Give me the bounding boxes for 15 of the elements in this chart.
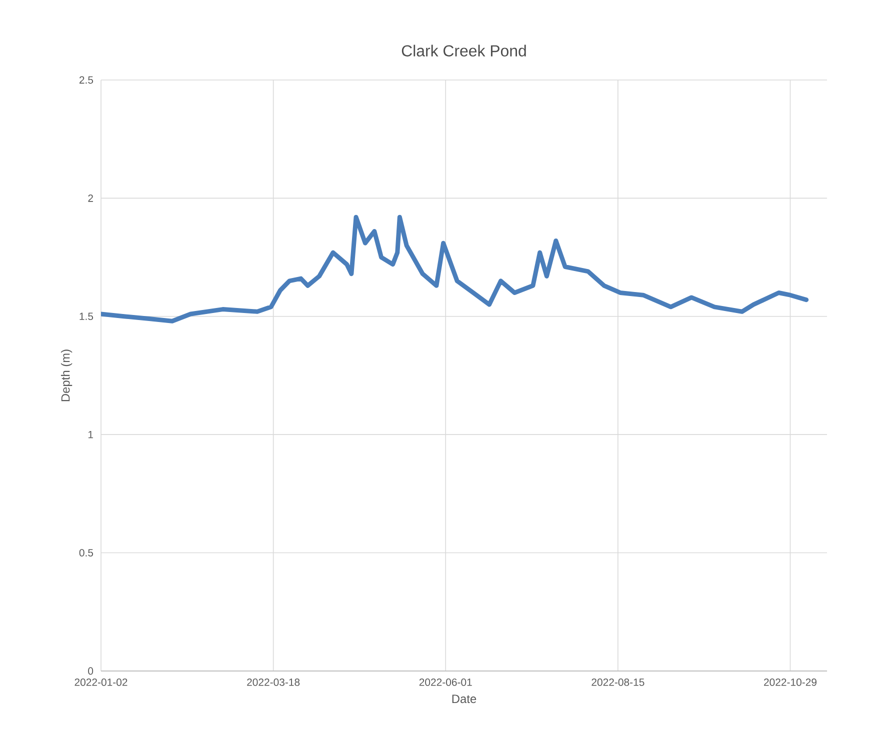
- y-axis-title: Depth (m): [60, 350, 72, 402]
- chart-title: Clark Creek Pond: [402, 44, 526, 56]
- x-tick-label: 2022-03-18: [247, 678, 300, 686]
- x-tick-label: 2022-06-01: [419, 678, 472, 686]
- y-tick-label: 0.5: [79, 549, 94, 556]
- y-tick-label: 2.5: [79, 76, 94, 84]
- x-tick-label: 2022-10-29: [764, 678, 816, 686]
- y-tick-label: 0: [88, 667, 94, 675]
- y-tick-label: 2: [88, 194, 93, 202]
- y-tick-label: 1: [88, 430, 93, 438]
- x-tick-label: 2022-01-02: [74, 678, 128, 686]
- y-tick-label: 1.5: [80, 312, 94, 320]
- x-tick-label: 2022-08-15: [592, 678, 644, 686]
- line-series: [101, 214, 809, 324]
- x-axis-title: Date: [452, 694, 476, 704]
